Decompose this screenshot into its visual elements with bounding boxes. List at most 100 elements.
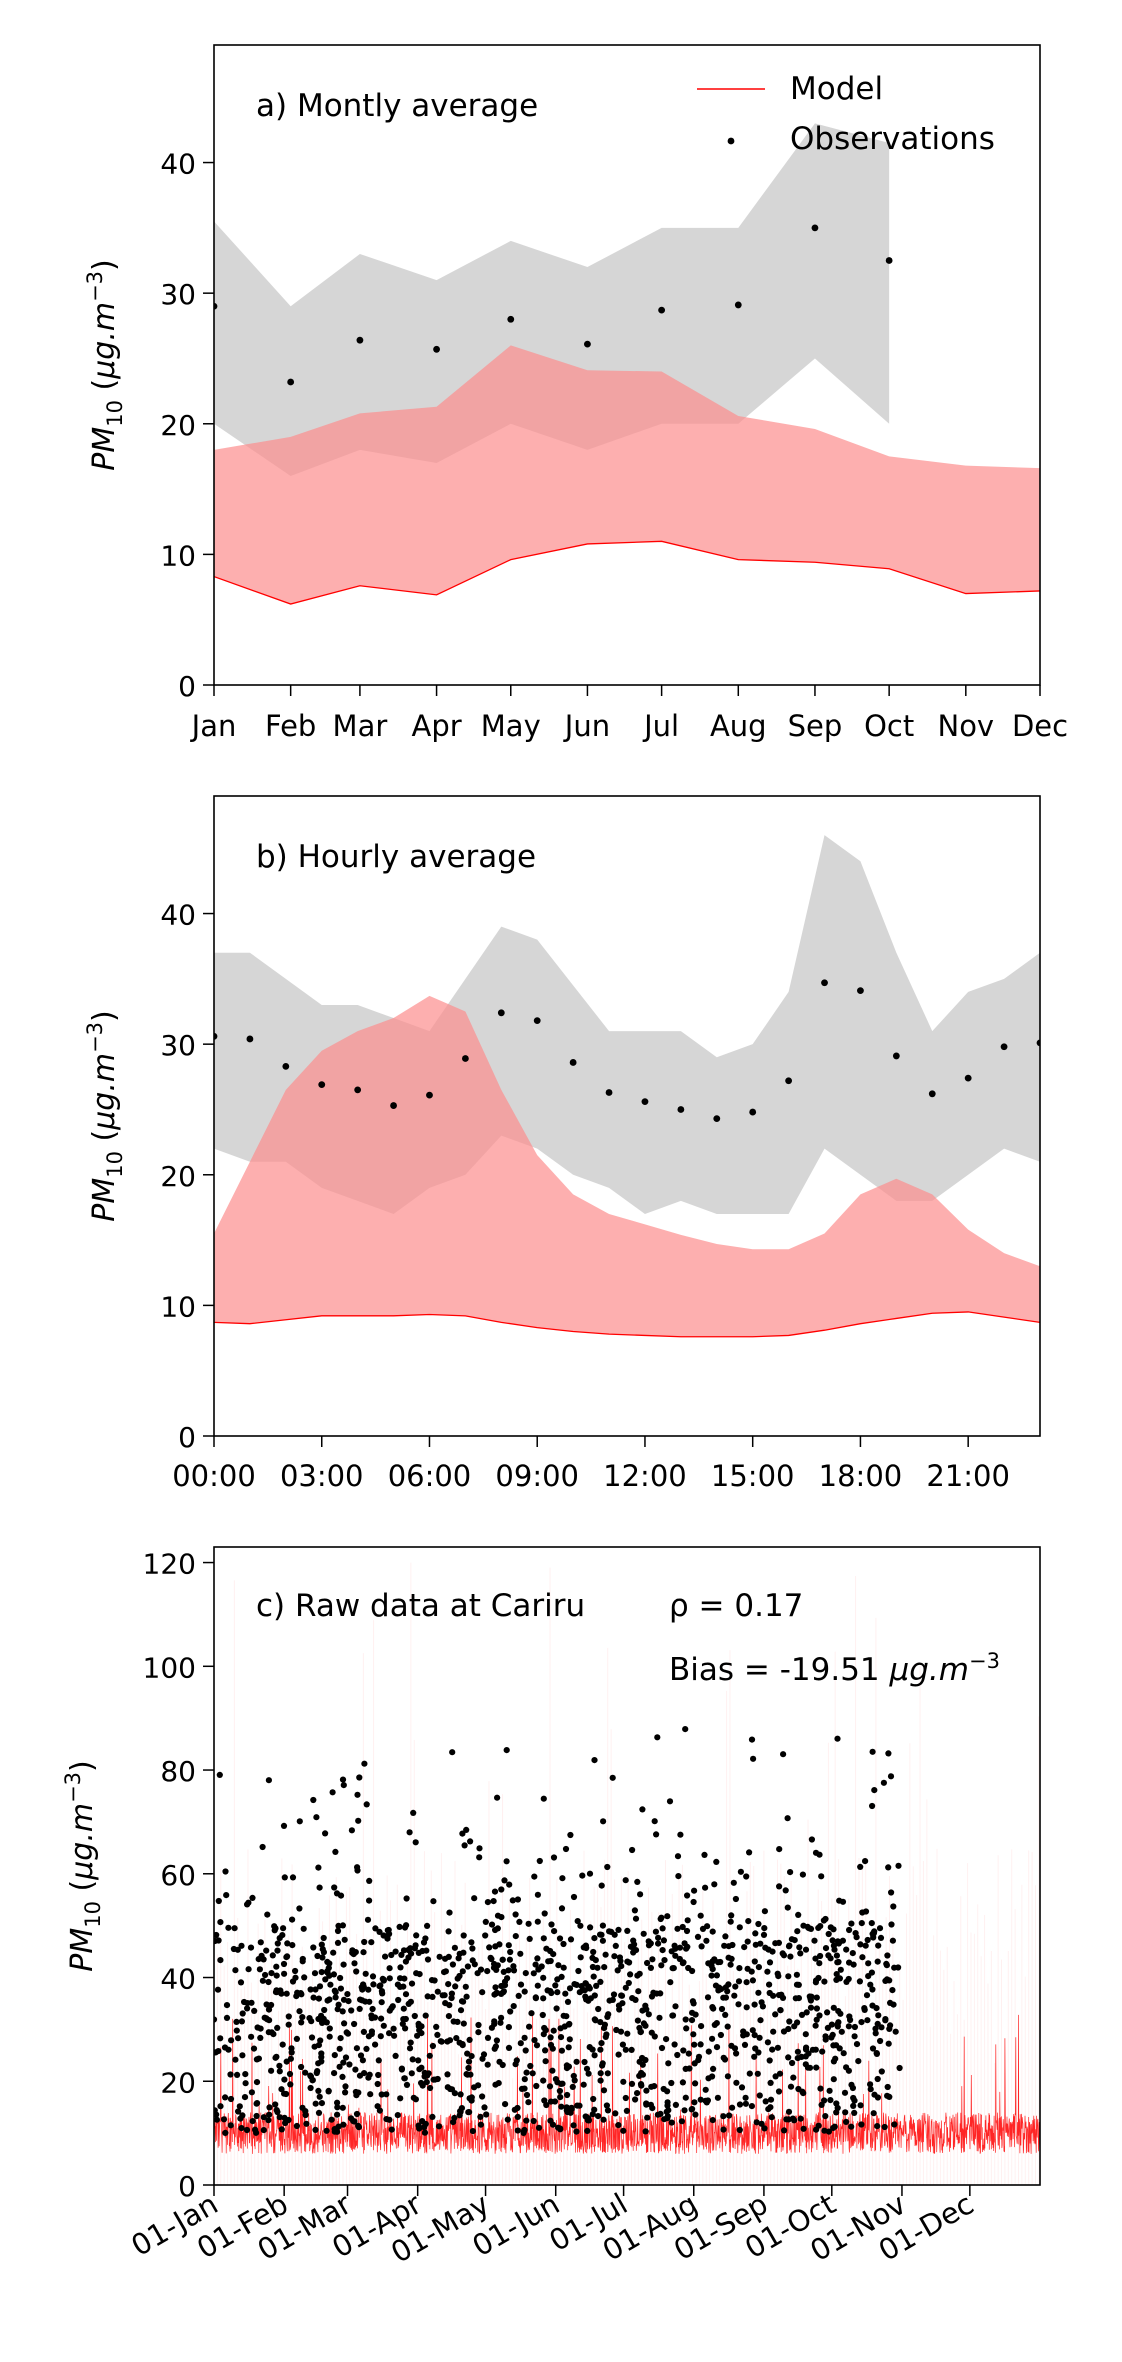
observation-point <box>885 1864 892 1871</box>
observation-point <box>214 302 218 310</box>
observation-point <box>743 1979 750 1986</box>
observation-point <box>647 2101 655 2108</box>
observation-point <box>332 1989 339 1996</box>
observation-point <box>312 1986 319 1993</box>
observation-point <box>742 2100 750 2107</box>
observation-point <box>597 1978 604 1985</box>
observation-point <box>831 2123 838 2130</box>
observation-point <box>353 2110 361 2118</box>
observation-point <box>233 2027 240 2034</box>
observation-point <box>422 2120 429 2128</box>
observation-point <box>853 2041 861 2048</box>
observation-point <box>375 2057 382 2064</box>
observation-point <box>239 2010 246 2017</box>
observation-point <box>238 2125 245 2132</box>
observation-point <box>445 2013 452 2020</box>
observation-point <box>274 2024 281 2031</box>
observation-point <box>484 2061 491 2068</box>
observation-point <box>360 2028 367 2035</box>
observation-point <box>599 2062 606 2069</box>
observation-point <box>843 1946 850 1953</box>
observation-point <box>565 2044 572 2051</box>
observation-point <box>516 1918 523 1925</box>
observation-point <box>743 1873 750 1880</box>
observation-point <box>257 1939 264 1946</box>
observation-point <box>376 1983 383 1990</box>
observation-point <box>253 2112 260 2120</box>
observation-point <box>770 2028 777 2035</box>
observation-point <box>431 1977 438 1984</box>
observation-point <box>479 2055 486 2062</box>
observation-point <box>503 1858 510 1865</box>
observation-point <box>514 2127 521 2134</box>
observation-point <box>330 1949 337 1956</box>
observation-point <box>797 2115 804 2122</box>
observation-point <box>517 2040 524 2047</box>
observation-point <box>356 2072 364 2079</box>
observation-point <box>363 1801 370 1808</box>
observation-point <box>755 2049 762 2056</box>
observation-point <box>330 1971 337 1978</box>
observation-point <box>531 1873 538 1880</box>
observation-point <box>452 1983 459 1990</box>
observation-point <box>755 1989 762 1996</box>
observation-point <box>751 2053 758 2060</box>
observation-point <box>503 1747 510 1754</box>
observation-point <box>875 1942 882 1949</box>
observation-point <box>346 2061 353 2068</box>
observation-point <box>784 1904 791 1911</box>
observation-point <box>344 1991 351 1998</box>
observation-point <box>465 2058 473 2065</box>
observation-point <box>250 2045 258 2052</box>
observation-point <box>694 1933 702 1940</box>
observation-point <box>721 1942 728 1949</box>
observation-point <box>777 2007 784 2014</box>
observation-point <box>419 1947 426 1955</box>
observation-point <box>257 2034 264 2041</box>
observation-point <box>627 1971 634 1978</box>
observation-point <box>259 1977 266 1984</box>
axes-frame <box>213 44 1041 686</box>
observation-point <box>469 1957 476 1964</box>
observation-point <box>549 2067 556 2074</box>
observation-point <box>644 2114 651 2121</box>
observation-point <box>356 1774 363 1781</box>
observation-point <box>514 1896 522 1903</box>
x-tick-label: Sep <box>788 709 843 743</box>
observation-point <box>301 1974 308 1981</box>
observation-point <box>514 2113 521 2120</box>
observation-point <box>665 2060 672 2067</box>
observation-point <box>264 1911 271 1918</box>
observation-point <box>639 2054 646 2062</box>
observation-point <box>859 1909 866 1916</box>
x-tick-label: 12:00 <box>603 1459 687 1493</box>
observation-point <box>841 2089 849 2096</box>
observation-point <box>260 2114 267 2121</box>
observation-point <box>550 2027 557 2034</box>
observation-point <box>647 1964 655 1971</box>
observation-point <box>405 2000 412 2007</box>
observation-point <box>620 2078 627 2085</box>
observation-point <box>266 2111 273 2118</box>
observation-point <box>239 2052 246 2059</box>
observation-point <box>315 2060 322 2067</box>
observation-point <box>285 2013 292 2020</box>
observation-point <box>617 2028 625 2035</box>
observation-point <box>400 2016 407 2023</box>
observation-point <box>664 2088 671 2095</box>
observation-point <box>591 1992 598 1999</box>
observation-point <box>595 2005 602 2013</box>
observation-point <box>517 1981 525 1988</box>
observation-point <box>232 1967 239 1974</box>
observation-point <box>259 1843 266 1851</box>
observation-point <box>794 2048 802 2055</box>
observation-point <box>315 2109 323 2116</box>
observation-point <box>265 1777 272 1784</box>
observation-point <box>564 2091 571 2099</box>
observation-point <box>631 1907 639 1914</box>
y-tick-label: 20 <box>160 409 196 442</box>
observation-point <box>584 2127 591 2134</box>
axes-frame <box>213 795 1041 1437</box>
axes-frame <box>213 1546 1041 2186</box>
observation-point <box>215 1897 222 1905</box>
